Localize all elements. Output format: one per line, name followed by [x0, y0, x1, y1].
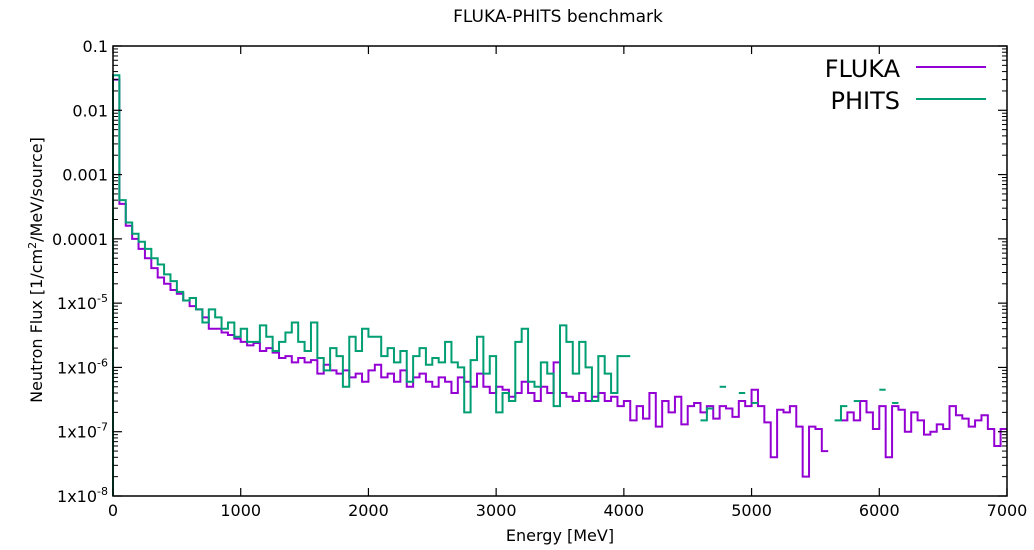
y-tick-label: 1x10-5: [57, 292, 108, 313]
y-tick-label: 0.001: [62, 166, 108, 185]
legend-label-fluka: FLUKA: [825, 55, 901, 83]
y-tick-label: 0.01: [72, 101, 108, 120]
x-tick-label: 3000: [476, 501, 517, 520]
legend-label-phits: PHITS: [831, 87, 901, 115]
phits-series: [112, 74, 899, 496]
x-tick-label: 6000: [859, 501, 900, 520]
y-tick-labels: 0.1 0.01 0.001 0.0001 1x10-5 1x10-6 1x10-7 1x10…: [52, 37, 108, 506]
legend: FLUKA PHITS: [825, 55, 986, 115]
x-axis-label: Energy [MeV]: [506, 526, 614, 545]
x-tick-labels: 0 1000 2000 3000 4000 5000 6000 7000: [108, 501, 1027, 520]
series-layer: [112, 74, 1007, 496]
plot-frame: [112, 45, 1008, 497]
x-tick-label: 4000: [603, 501, 644, 520]
y-tick-label: 1x10-6: [57, 356, 108, 377]
y-tick-label: 0.0001: [52, 230, 108, 249]
fluka-step-line: [112, 78, 829, 496]
y-tick-label: 0.1: [83, 37, 108, 56]
y-tick-label: 1x10-8: [57, 485, 108, 506]
x-tick-label: 0: [108, 501, 118, 520]
fluka-series: [112, 78, 1007, 496]
phits-step-line: [834, 405, 848, 422]
phits-step-line: [112, 74, 631, 496]
chart-title: FLUKA-PHITS benchmark: [453, 7, 663, 27]
x-tick-label: 1000: [220, 501, 261, 520]
fluka-step-line: [840, 400, 1007, 459]
axis-ticks: [112, 45, 1008, 497]
x-tick-label: 2000: [348, 501, 389, 520]
x-tick-label: 7000: [987, 501, 1028, 520]
y-tick-label: 1x10-7: [57, 421, 108, 442]
x-tick-label: 5000: [731, 501, 772, 520]
phits-step-line: [700, 407, 714, 422]
y-axis-label: Neutron Flux [1/cm2/MeV/source]: [26, 137, 46, 403]
